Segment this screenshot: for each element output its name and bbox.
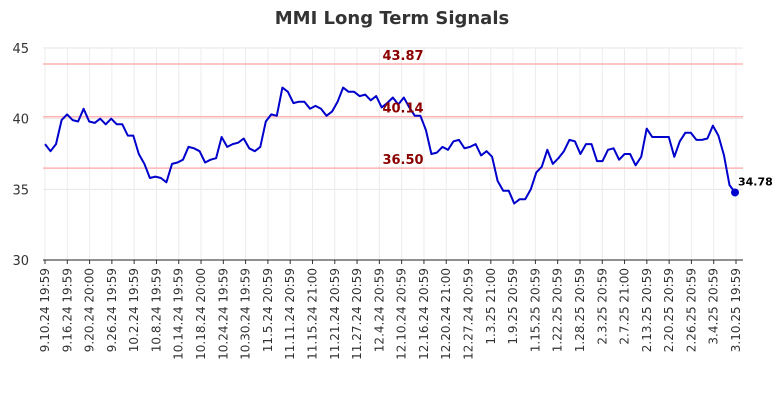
x-tick-label: 12.4.24 20:59 <box>372 268 386 352</box>
y-tick-label: 35 <box>12 183 29 198</box>
x-tick-label: 10.8.24 19:59 <box>149 268 163 352</box>
y-tick-label: 45 <box>12 42 29 57</box>
signal-label: 43.87 <box>382 49 423 64</box>
x-tick-label: 12.16.24 20:59 <box>417 268 431 360</box>
y-tick-label: 40 <box>12 113 29 128</box>
signal-label: 40.14 <box>382 102 423 117</box>
x-tick-label: 11.11.24 20:59 <box>283 268 297 360</box>
x-tick-label: 10.14.24 19:59 <box>172 268 186 360</box>
chart-title: MMI Long Term Signals <box>274 8 510 29</box>
x-tick-label: 2.13.25 20:59 <box>640 268 654 352</box>
x-tick-label: 1.22.25 20:59 <box>551 268 565 352</box>
x-tick-label: 2.26.25 20:59 <box>684 268 698 352</box>
last-value-label: 34.78 <box>738 175 773 188</box>
x-tick-label: 2.20.25 20:59 <box>662 268 676 352</box>
x-tick-label: 11.27.24 20:59 <box>350 268 364 360</box>
x-tick-label: 11.15.24 21:00 <box>305 268 319 360</box>
x-tick-label: 12.10.24 20:59 <box>395 268 409 360</box>
x-tick-label: 3.10.25 19:59 <box>729 268 743 352</box>
x-tick-label: 3.4.25 20:59 <box>707 268 721 345</box>
x-tick-label: 1.28.25 20:59 <box>573 268 587 352</box>
x-tick-label: 1.15.25 20:59 <box>528 268 542 352</box>
x-tick-label: 11.5.24 20:59 <box>261 268 275 352</box>
x-tick-label: 10.24.24 19:59 <box>216 268 230 360</box>
signal-label: 36.50 <box>382 153 423 168</box>
x-tick-label: 1.3.25 21:00 <box>484 268 498 345</box>
x-tick-label: 9.16.24 19:59 <box>60 268 74 352</box>
x-tick-label: 12.20.24 21:00 <box>439 268 453 360</box>
x-tick-label: 9.26.24 19:59 <box>105 268 119 352</box>
x-tick-label: 1.9.25 20:59 <box>506 268 520 345</box>
y-tick-label: 30 <box>12 254 29 269</box>
x-tick-label: 9.20.24 20:00 <box>83 268 97 352</box>
x-tick-label: 2.3.25 20:59 <box>595 268 609 345</box>
series-line <box>44 86 736 205</box>
last-value-marker <box>731 188 739 197</box>
x-tick-label: 10.2.24 19:59 <box>127 268 141 352</box>
x-tick-label: 10.30.24 19:59 <box>239 268 253 360</box>
x-tick-label: 12.27.24 20:59 <box>462 268 476 360</box>
x-tick-label: 10.18.24 20:00 <box>194 268 208 360</box>
x-tick-label: 11.21.24 20:59 <box>328 268 342 360</box>
x-tick-label: 2.7.25 21:00 <box>618 268 632 345</box>
x-tick-label: 9.10.24 19:59 <box>38 268 52 352</box>
